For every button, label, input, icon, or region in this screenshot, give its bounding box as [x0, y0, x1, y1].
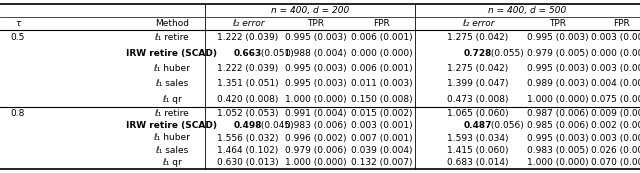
- Text: 0.995 (0.003): 0.995 (0.003): [285, 79, 347, 88]
- Text: ℓ₁ huber: ℓ₁ huber: [154, 134, 191, 143]
- Text: ℓ₁ huber: ℓ₁ huber: [154, 64, 191, 73]
- Text: 1.052 (0.053): 1.052 (0.053): [217, 109, 279, 118]
- Text: ℓ₁ sales: ℓ₁ sales: [156, 79, 189, 88]
- Text: 0.996 (0.002): 0.996 (0.002): [285, 134, 347, 143]
- Text: 0.003 (0.000): 0.003 (0.000): [591, 64, 640, 73]
- Text: ℓ₁ qr: ℓ₁ qr: [162, 158, 182, 167]
- Text: 0.995 (0.003): 0.995 (0.003): [527, 33, 589, 42]
- Text: 0.000 (0.000): 0.000 (0.000): [351, 49, 413, 58]
- Text: 1.000 (0.000): 1.000 (0.000): [285, 95, 347, 104]
- Text: 0.8: 0.8: [11, 109, 25, 118]
- Text: 0.995 (0.003): 0.995 (0.003): [527, 64, 589, 73]
- Text: IRW retire (SCAD): IRW retire (SCAD): [127, 49, 218, 58]
- Text: 0.630 (0.013): 0.630 (0.013): [217, 158, 279, 167]
- Text: ℓ₁ qr: ℓ₁ qr: [162, 95, 182, 104]
- Text: 0.003 (0.001): 0.003 (0.001): [351, 121, 413, 130]
- Text: 0.995 (0.003): 0.995 (0.003): [285, 64, 347, 73]
- Text: 1.065 (0.060): 1.065 (0.060): [447, 109, 509, 118]
- Text: 1.000 (0.000): 1.000 (0.000): [285, 158, 347, 167]
- Text: 1.000 (0.000): 1.000 (0.000): [527, 95, 589, 104]
- Text: 1.593 (0.034): 1.593 (0.034): [447, 134, 509, 143]
- Text: 0.009 (0.001): 0.009 (0.001): [591, 109, 640, 118]
- Text: 0.995 (0.003): 0.995 (0.003): [527, 134, 589, 143]
- Text: ℓ₂ error: ℓ₂ error: [461, 20, 494, 29]
- Text: 0.075 (0.004): 0.075 (0.004): [591, 95, 640, 104]
- Text: 1.222 (0.039): 1.222 (0.039): [218, 64, 278, 73]
- Text: 0.070 (0.003): 0.070 (0.003): [591, 158, 640, 167]
- Text: FPR: FPR: [614, 20, 630, 29]
- Text: 0.003 (0.000): 0.003 (0.000): [591, 33, 640, 42]
- Text: 1.222 (0.039): 1.222 (0.039): [218, 33, 278, 42]
- Text: (0.051): (0.051): [258, 49, 294, 58]
- Text: 0.002 (0.000): 0.002 (0.000): [591, 121, 640, 130]
- Text: IRW retire (SCAD): IRW retire (SCAD): [127, 121, 218, 130]
- Text: 0.003 (0.000): 0.003 (0.000): [591, 134, 640, 143]
- Text: ℓ₁ sales: ℓ₁ sales: [156, 146, 189, 155]
- Text: 0.026 (0.002): 0.026 (0.002): [591, 146, 640, 155]
- Text: FPR: FPR: [374, 20, 390, 29]
- Text: 0.007 (0.001): 0.007 (0.001): [351, 134, 413, 143]
- Text: (0.056): (0.056): [488, 121, 524, 130]
- Text: 0.985 (0.006): 0.985 (0.006): [527, 121, 589, 130]
- Text: 0.039 (0.004): 0.039 (0.004): [351, 146, 413, 155]
- Text: 0.991 (0.004): 0.991 (0.004): [285, 109, 347, 118]
- Text: 0.473 (0.008): 0.473 (0.008): [447, 95, 509, 104]
- Text: 0.995 (0.003): 0.995 (0.003): [285, 33, 347, 42]
- Text: 1.275 (0.042): 1.275 (0.042): [447, 64, 509, 73]
- Text: 0.150 (0.008): 0.150 (0.008): [351, 95, 413, 104]
- Text: 1.415 (0.060): 1.415 (0.060): [447, 146, 509, 155]
- Text: 0.983 (0.006): 0.983 (0.006): [285, 121, 347, 130]
- Text: 1.556 (0.032): 1.556 (0.032): [217, 134, 279, 143]
- Text: 0.000 (0.000): 0.000 (0.000): [591, 49, 640, 58]
- Text: 0.498: 0.498: [234, 121, 262, 130]
- Text: 0.011 (0.003): 0.011 (0.003): [351, 79, 413, 88]
- Text: ℓ₁ retire: ℓ₁ retire: [155, 33, 189, 42]
- Text: 0.979 (0.005): 0.979 (0.005): [527, 49, 589, 58]
- Text: (0.055): (0.055): [488, 49, 524, 58]
- Text: 1.464 (0.102): 1.464 (0.102): [218, 146, 278, 155]
- Text: TPR: TPR: [550, 20, 566, 29]
- Text: 1.000 (0.000): 1.000 (0.000): [527, 158, 589, 167]
- Text: 0.5: 0.5: [11, 33, 25, 42]
- Text: 0.987 (0.006): 0.987 (0.006): [527, 109, 589, 118]
- Text: 1.399 (0.047): 1.399 (0.047): [447, 79, 509, 88]
- Text: 0.487: 0.487: [464, 121, 492, 130]
- Text: 0.663: 0.663: [234, 49, 262, 58]
- Text: 0.979 (0.006): 0.979 (0.006): [285, 146, 347, 155]
- Text: 0.006 (0.001): 0.006 (0.001): [351, 33, 413, 42]
- Text: 0.004 (0.000): 0.004 (0.000): [591, 79, 640, 88]
- Text: TPR: TPR: [307, 20, 324, 29]
- Text: ℓ₁ retire: ℓ₁ retire: [155, 109, 189, 118]
- Text: n = 400, d = 500: n = 400, d = 500: [488, 7, 566, 16]
- Text: 0.728: 0.728: [464, 49, 492, 58]
- Text: (0.045): (0.045): [258, 121, 294, 130]
- Text: 1.351 (0.051): 1.351 (0.051): [217, 79, 279, 88]
- Text: 0.132 (0.007): 0.132 (0.007): [351, 158, 413, 167]
- Text: 0.006 (0.001): 0.006 (0.001): [351, 64, 413, 73]
- Text: 1.275 (0.042): 1.275 (0.042): [447, 33, 509, 42]
- Text: 0.015 (0.002): 0.015 (0.002): [351, 109, 413, 118]
- Text: Method: Method: [155, 20, 189, 29]
- Text: n = 400, d = 200: n = 400, d = 200: [271, 7, 349, 16]
- Text: 0.420 (0.008): 0.420 (0.008): [218, 95, 278, 104]
- Text: 0.989 (0.003): 0.989 (0.003): [527, 79, 589, 88]
- Text: τ: τ: [15, 20, 20, 29]
- Text: ℓ₂ error: ℓ₂ error: [232, 20, 264, 29]
- Text: 0.683 (0.014): 0.683 (0.014): [447, 158, 509, 167]
- Text: 0.983 (0.005): 0.983 (0.005): [527, 146, 589, 155]
- Text: 0.988 (0.004): 0.988 (0.004): [285, 49, 347, 58]
